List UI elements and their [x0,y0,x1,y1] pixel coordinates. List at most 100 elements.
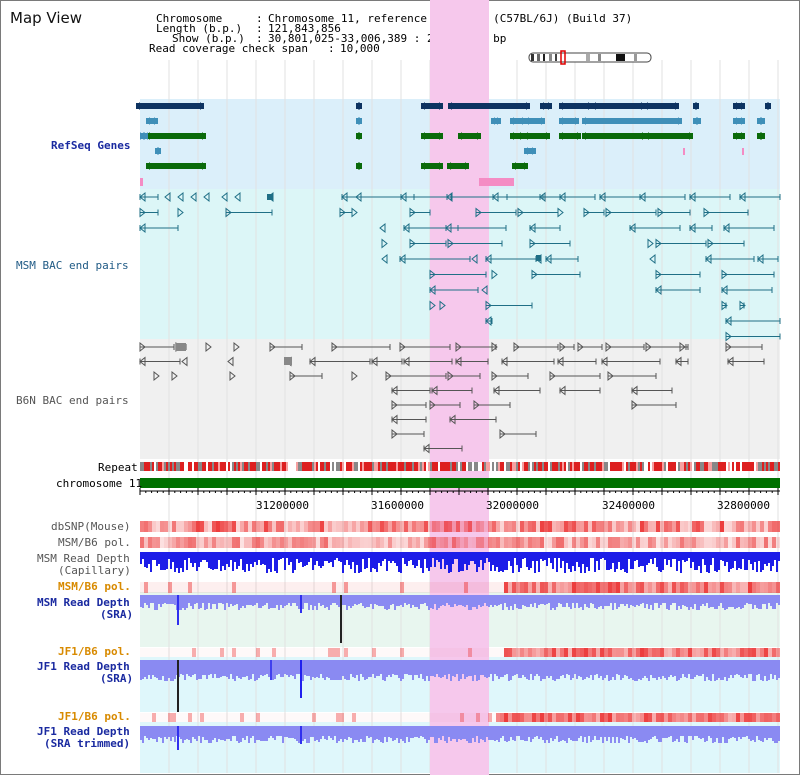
depth-bar [566,726,568,743]
pair-end-marker [139,207,146,218]
depth-bar [684,595,686,606]
depth-bar [362,660,364,677]
depth-bar [368,660,370,677]
polymorphism-cell [696,648,700,657]
polymorphism-cell [644,713,648,722]
depth-bar [646,726,648,743]
depth-bar [218,726,220,739]
polymorphism-cell [428,521,432,532]
repeat-segment [146,462,148,471]
depth-bar [296,552,298,559]
depth-bar [670,660,672,675]
depth-bar [594,595,596,608]
polymorphism-cell [228,713,232,722]
repeat-segment [240,462,242,471]
depth-bar [690,552,692,568]
track-label-msm-bac[interactable]: MSM BAC end pairs [16,259,129,272]
polymorphism-cell [536,648,540,657]
depth-bar [188,660,190,676]
depth-bar [382,726,384,743]
track-label-refseq[interactable]: RefSeq Genes [51,139,131,152]
polymorphism-cell [172,521,176,532]
depth-bar [760,552,762,572]
depth-bar [464,726,466,739]
depth-bar [278,552,280,560]
depth-bar [198,726,200,736]
depth-bar [456,595,458,606]
polymorphism-cell [372,648,376,657]
depth-bar [526,726,528,741]
depth-bar [236,552,238,569]
polymorphism-cell [724,713,728,722]
depth-bar [434,552,436,567]
polymorphism-cell [176,648,180,657]
polymorphism-cell [524,521,528,532]
repeat-segment [684,462,686,471]
repeat-segment [636,462,638,471]
gene-arrow-left [644,102,648,110]
depth-bar [582,595,584,610]
polymorphism-cell [748,582,752,593]
depth-bar [292,595,294,603]
polymorphism-cell [436,582,440,593]
depth-bar [640,595,642,604]
depth-bar [144,726,146,736]
depth-bar [170,595,172,604]
depth-bar [604,726,606,737]
depth-bar [360,552,362,572]
repeat-segment [624,462,626,471]
depth-bar [540,726,542,737]
polymorphism-cell [336,648,340,657]
polymorphism-cell [504,713,508,722]
polymorphism-cell [532,648,536,657]
polymorphism-cell [588,713,592,722]
depth-bar [662,595,664,603]
depth-bar [432,660,434,676]
depth-bar [314,552,316,565]
depth-bar [580,552,582,573]
depth-bar [406,595,408,605]
depth-bar [660,726,662,742]
depth-bar [544,595,546,605]
polymorphism-cell [160,648,164,657]
gene-arrow-right [761,132,765,140]
depth-bar [456,552,458,559]
polymorphism-cell [460,648,464,657]
depth-bar [604,595,606,606]
depth-bar [424,660,426,681]
polymorphism-cell [776,537,780,548]
repeat-segment [716,462,718,471]
depth-bar [510,595,512,606]
polymorphism-cell [304,582,308,593]
repeat-segment [422,462,424,471]
repeat-segment [630,462,632,471]
depth-bar [558,552,560,558]
depth-bar [608,552,610,570]
depth-bar [342,552,344,573]
depth-bar [402,660,404,679]
depth-bar [248,552,250,571]
depth-bar [334,552,336,560]
depth-bar [374,595,376,604]
depth-bar [588,660,590,678]
repeat-segment [508,462,510,471]
polymorphism-cell [756,521,760,532]
depth-bar [532,552,534,561]
polymorphism-cell [600,537,604,548]
depth-bar [486,726,488,737]
depth-bar [168,552,170,559]
depth-bar [452,660,454,676]
depth-bar [280,595,282,605]
repeat-segment [202,462,204,471]
repeat-segment [390,462,392,471]
depth-bar [454,726,456,739]
depth-bar [460,726,462,740]
polymorphism-cell [456,521,460,532]
gene-arrow-left [559,102,563,110]
track-label-b6n-bac[interactable]: B6N BAC end pairs [16,394,129,407]
pair-end-marker [289,370,296,382]
depth-bar [236,595,238,604]
depth-bar [318,552,320,566]
depth-bar [570,552,572,572]
